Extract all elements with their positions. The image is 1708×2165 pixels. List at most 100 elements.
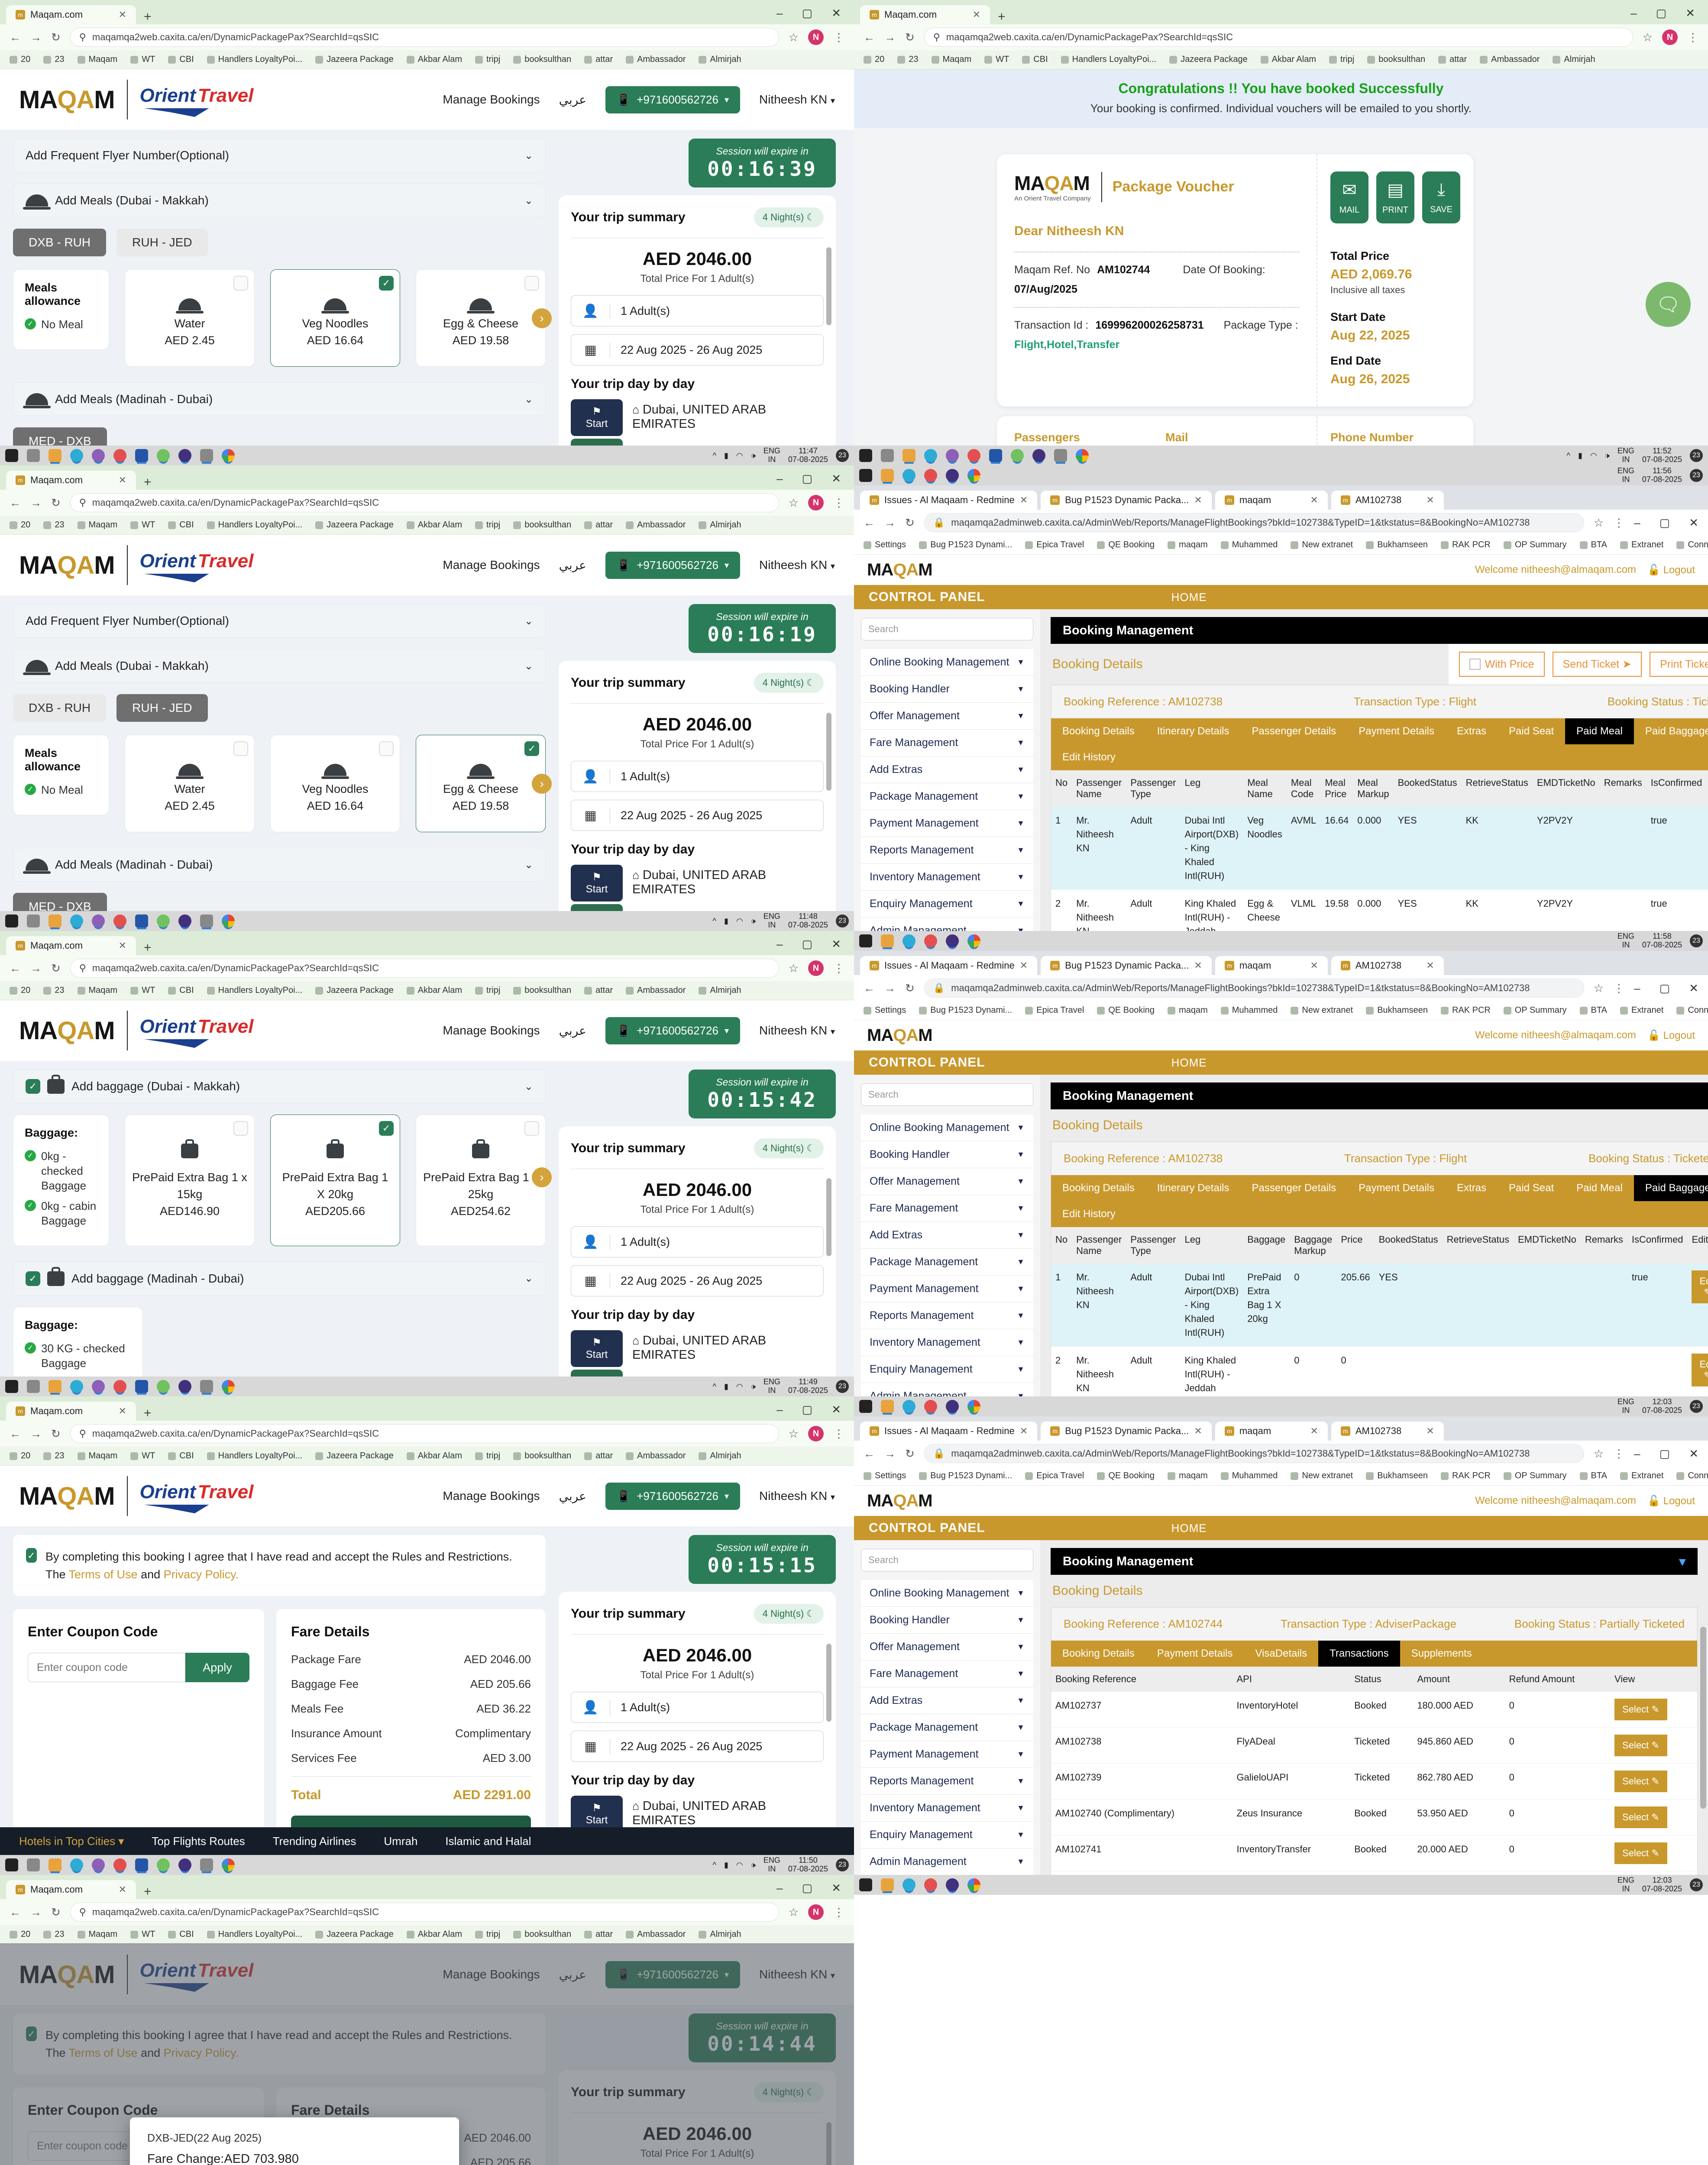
new-tab-button[interactable]: + [998, 10, 1006, 24]
outlook-icon[interactable] [135, 1858, 148, 1871]
bookmark-item[interactable]: Muhammed [1220, 540, 1278, 550]
admin-tab[interactable]: Paid Meal [1576, 1182, 1623, 1194]
paint-icon[interactable] [92, 914, 105, 927]
browser-tab[interactable]: m AM102738 ✕ [1331, 956, 1444, 975]
browser-tab[interactable]: m Maqam.com ✕ [6, 1402, 136, 1421]
tab-close-icon[interactable]: ✕ [118, 1884, 126, 1895]
reload-icon[interactable]: ↻ [905, 1447, 915, 1460]
tray-caret-icon[interactable]: ^ [712, 916, 716, 925]
voucher-action-button[interactable]: ✉ MAIL [1330, 171, 1368, 223]
chrome-icon[interactable] [222, 1380, 235, 1393]
sector-tab[interactable]: RUH - JED [116, 694, 208, 722]
logout-link[interactable]: 🔓 Logout [1647, 564, 1695, 576]
admin-tab[interactable]: Extras [1457, 725, 1487, 737]
baggage-card[interactable]: ✓ PrePaid Extra Bag 1 X 20kg AED205.66 [270, 1115, 400, 1246]
bookmark-item[interactable]: Maqam [77, 55, 117, 65]
bookmark-item[interactable]: Maqam [77, 520, 117, 530]
sidebar-item[interactable]: Reports Management ▼ [861, 1768, 1033, 1795]
window-minimize-button[interactable]: – [776, 472, 783, 485]
reload-icon[interactable]: ↻ [51, 30, 61, 44]
phone-dropdown[interactable]: 📱+971600562726▾ [605, 1482, 740, 1510]
scrollbar[interactable] [826, 1178, 831, 1256]
bookmark-item[interactable]: Ambassador [1480, 55, 1540, 65]
slack-icon[interactable] [113, 1380, 126, 1393]
browser-tab[interactable]: m maqam ✕ [1215, 491, 1328, 510]
edit-button[interactable]: Edit ✎ [1692, 1354, 1708, 1387]
voucher-action-button[interactable]: ▤ PRINT [1376, 171, 1414, 223]
reload-icon[interactable]: ↻ [51, 1427, 61, 1440]
browser-tab[interactable]: m Maqam.com ✕ [860, 5, 990, 24]
baggage-checkbox[interactable]: ✓ [379, 1121, 394, 1136]
bookmark-item[interactable]: Bug P1523 Dynami... [919, 540, 1012, 550]
section-checkbox[interactable]: ✓ [26, 1271, 40, 1286]
browser-tab[interactable]: m Issues - Al Maqaam - Redmine ✕ [860, 1422, 1038, 1441]
bookmark-item[interactable]: Almirjah [699, 1451, 741, 1461]
sidebar-search-input[interactable]: Search [861, 1549, 1033, 1571]
sidebar-item[interactable]: Add Extras ▼ [861, 756, 1033, 783]
manage-bookings-link[interactable]: Manage Bookings [443, 1489, 540, 1503]
bookmark-item[interactable]: RAK PCR [1440, 1471, 1491, 1481]
bookmark-star-icon[interactable]: ☆ [1593, 1447, 1604, 1460]
tray-caret-icon[interactable]: ^ [712, 1860, 716, 1869]
profile-avatar[interactable]: N [808, 960, 824, 976]
profile-avatar[interactable]: N [808, 1904, 824, 1920]
menu-dots-icon[interactable]: ⋮ [833, 30, 844, 44]
maqam-logo[interactable]: MAQAM [19, 1016, 115, 1045]
bookmark-item[interactable]: CBI [168, 1451, 194, 1461]
browser-tab[interactable]: m Bug P1523 Dynamic Packa... ✕ [1041, 1422, 1212, 1441]
bookmark-star-icon[interactable]: ☆ [1642, 30, 1653, 44]
sidebar-item[interactable]: Offer Management ▼ [861, 1168, 1033, 1195]
forward-icon[interactable]: → [30, 496, 42, 509]
chrome-icon[interactable] [222, 449, 235, 462]
bookmark-item[interactable]: OP Summary [1503, 1471, 1567, 1481]
task-view-icon[interactable] [27, 1858, 40, 1871]
bookmark-item[interactable]: Almirjah [699, 55, 741, 65]
bookmark-item[interactable]: WT [130, 520, 155, 530]
accordion-add-meals[interactable]: Add Meals (Dubai - Makkah) ⌄ [13, 184, 546, 217]
admin-tab[interactable]: Paid Baggage [1645, 725, 1708, 737]
manage-bookings-link[interactable]: Manage Bookings [443, 1024, 540, 1037]
window-maximize-button[interactable]: ▢ [802, 937, 813, 950]
bookmark-item[interactable]: booksulthan [1367, 55, 1425, 65]
notes-icon[interactable] [157, 449, 170, 462]
tab-close-icon[interactable]: ✕ [1194, 960, 1202, 971]
reload-icon[interactable]: ↻ [51, 1905, 61, 1919]
bookmark-item[interactable]: Akbar Alam [1260, 55, 1316, 65]
bookmark-item[interactable]: maqam [1168, 1471, 1208, 1481]
edge-icon[interactable] [70, 1380, 83, 1393]
browser-tab[interactable]: m Bug P1523 Dynamic Packa... ✕ [1041, 956, 1212, 975]
window-close-button[interactable]: ✕ [831, 6, 841, 19]
bookmark-item[interactable]: Bukhamseen [1366, 540, 1428, 550]
admin-tab[interactable]: Paid Baggage [1634, 1175, 1708, 1201]
footer-nav-item[interactable]: Trending Airlines [272, 1834, 356, 1848]
edge-icon[interactable] [70, 449, 83, 462]
menu-dots-icon[interactable]: ⋮ [1613, 981, 1625, 995]
bookmark-item[interactable]: New extranet [1291, 1005, 1353, 1015]
maqam-logo[interactable]: MAQAM [867, 560, 933, 579]
bookmark-item[interactable]: booksulthan [513, 520, 571, 530]
notification-badge[interactable]: 23 [1690, 449, 1703, 462]
bookmark-item[interactable]: booksulthan [513, 1929, 571, 1939]
bookmark-star-icon[interactable]: ☆ [788, 30, 799, 44]
sidebar-item[interactable]: Online Booking Management ▼ [861, 1580, 1033, 1607]
forward-icon[interactable]: → [30, 1905, 42, 1919]
select-button[interactable]: Select ✎ [1614, 1806, 1667, 1828]
tab-close-icon[interactable]: ✕ [1310, 1425, 1318, 1436]
chrome-icon[interactable] [1076, 449, 1089, 462]
menu-dots-icon[interactable]: ⋮ [833, 1427, 844, 1440]
bookmark-item[interactable]: Ambassador [626, 55, 686, 65]
maqam-logo[interactable]: MAQAM [867, 1025, 933, 1045]
accordion-add-meals-return[interactable]: Add Meals (Madinah - Dubai) ⌄ [13, 382, 546, 417]
bookmark-item[interactable]: 23 [43, 1451, 65, 1461]
bookmark-item[interactable]: Akbar Alam [406, 1451, 462, 1461]
accordion-frequent-flyer[interactable]: Add Frequent Flyer Number(Optional) ⌄ [13, 604, 546, 638]
window-maximize-button[interactable]: ▢ [802, 1403, 813, 1416]
accordion-frequent-flyer[interactable]: Add Frequent Flyer Number(Optional) ⌄ [13, 139, 546, 172]
pax-selector[interactable]: 👤 1 Adult(s) [571, 761, 824, 792]
browser-tab[interactable]: m Bug P1523 Dynamic Packa... ✕ [1041, 491, 1212, 510]
url-bar[interactable]: ⚲ maqamqa2web.caxita.ca/en/DynamicPackage… [70, 493, 779, 512]
start-button[interactable] [5, 449, 18, 462]
bookmark-item[interactable]: 23 [43, 1929, 65, 1939]
bookmark-star-icon[interactable]: ☆ [1593, 516, 1604, 529]
